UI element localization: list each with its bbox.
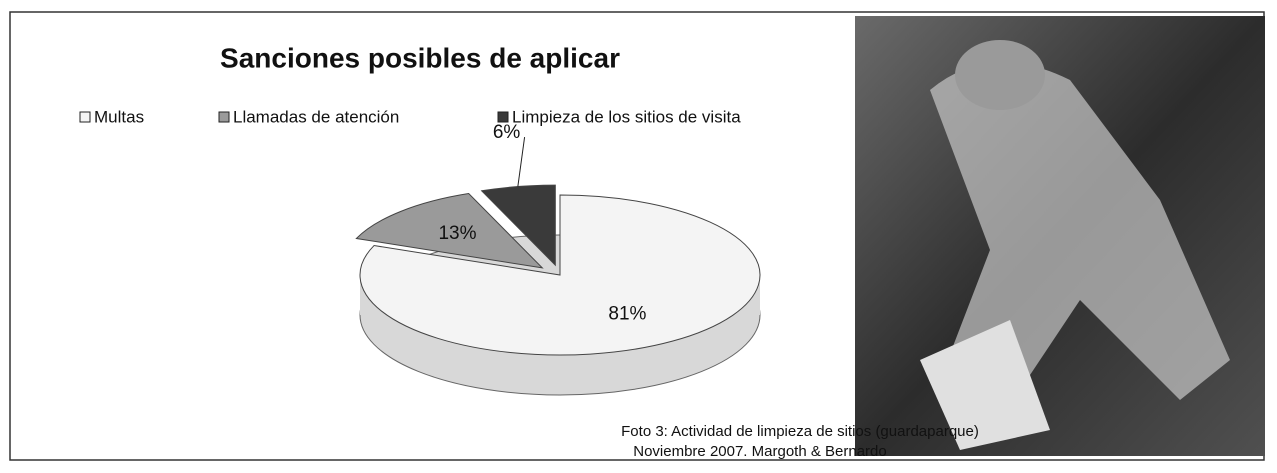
caption: Foto 3: Actividad de limpieza de sitios … [621, 423, 979, 440]
photo-bag [920, 320, 1050, 450]
pie-slice [480, 184, 556, 267]
value-label: 6% [493, 122, 521, 143]
pie-slice [359, 194, 761, 356]
legend-swatch [79, 111, 91, 123]
caption: Noviembre 2007. Margoth & Bernardo [633, 443, 886, 460]
legend-swatch [218, 111, 230, 123]
legend-label: Llamadas de atención [233, 107, 399, 126]
legend-swatch [497, 111, 509, 123]
photo [855, 16, 1265, 456]
photo-head [955, 40, 1045, 110]
value-label: 13% [438, 223, 476, 244]
legend-label: Limpieza de los sitios de visita [512, 107, 741, 126]
pie-slice [355, 193, 544, 269]
chart-title: Sanciones posibles de aplicar [220, 42, 620, 73]
legend-label: Multas [94, 107, 144, 126]
leader-line [517, 136, 526, 187]
value-label: 81% [608, 304, 646, 325]
